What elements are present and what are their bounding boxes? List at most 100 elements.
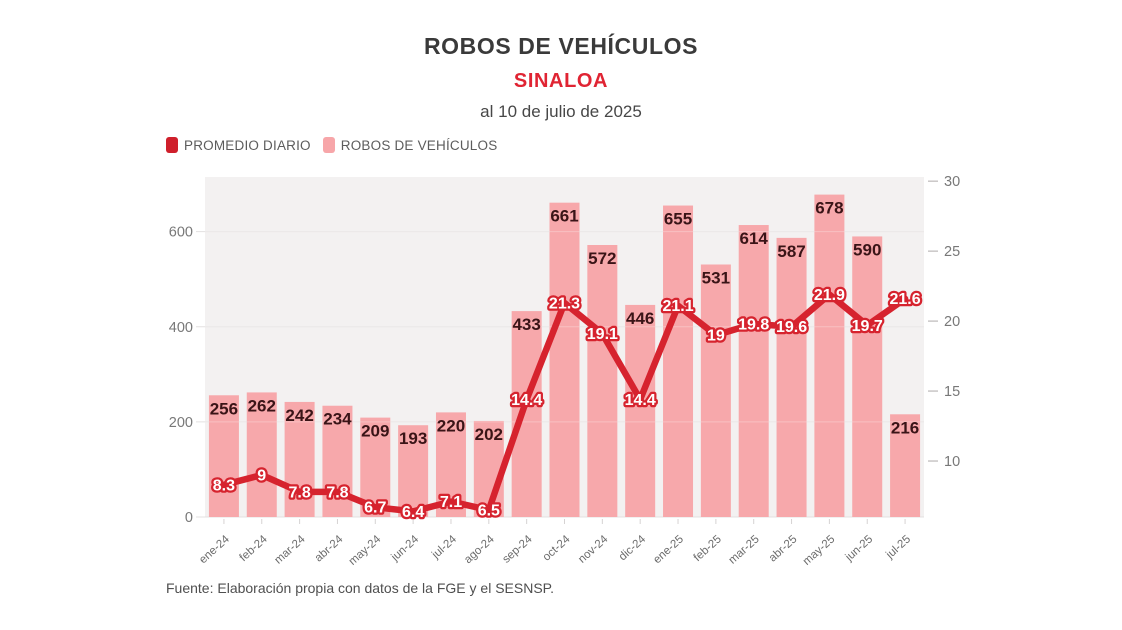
bar-value-label: 216 [891,418,919,437]
source-note: Fuente: Elaboración propia con datos de … [166,580,555,596]
bar [549,202,580,517]
x-axis-tick-label: mar-25 [727,533,762,566]
bar-value-label: 262 [248,396,276,415]
line-value-label: 19.1 [587,326,618,343]
page-title: ROBOS DE VEHÍCULOS [423,33,699,59]
x-axis-tick-label: jun-24 [389,533,422,564]
x-axis-tick-label: feb-24 [238,533,271,564]
bar-value-label: 220 [437,416,465,435]
page-subtitle: SINALOA [513,70,609,92]
bar-value-label: 242 [285,406,313,425]
bar [246,392,277,517]
left-axis-tick-label: 600 [169,225,193,241]
x-axis-tick-label: jul-24 [429,533,459,562]
bar [814,194,845,517]
x-axis-tick-label: mar-24 [273,533,309,567]
bar [625,304,656,517]
x-axis-tick-label: sep-24 [500,533,535,566]
line-value-label: 19.7 [852,318,883,335]
x-axis-labels: ene-24 feb-24 mar-24 abr-24 may-24 jun-24 jul-… [197,519,913,568]
x-axis-tick-label: jun-25 [843,533,876,564]
bar-value-label: 678 [815,199,843,218]
line-value-label: 9 [257,468,266,485]
bar [208,395,239,517]
line-value-label: 7.8 [326,484,348,501]
bar-value-label: 661 [550,207,578,226]
date-note: al 10 de julio de 2025 [480,102,642,121]
bar-value-label: 256 [210,399,238,418]
bar-value-label: 531 [702,268,730,287]
line-value-label: 21.9 [814,287,845,304]
bar-value-label: 590 [853,240,881,259]
line-value-label: 14.4 [625,392,656,409]
right-axis-tick-label: 15 [944,384,960,400]
bar-value-label: 209 [361,422,389,441]
bar [398,425,429,517]
promedio-diario-swatch-icon [166,137,178,153]
bar-value-label: 614 [740,229,769,248]
bar-value-label: 433 [512,315,540,334]
x-axis-tick-label: ago-24 [462,533,497,566]
x-axis-tick-label: ene-25 [651,533,686,566]
line-value-label: 7.8 [288,484,310,501]
right-axis-tick-label: 30 [944,174,960,190]
bar [776,237,807,517]
bar-value-label: 234 [323,410,352,429]
legend-item-robos-de-vehiculos: ROBOS DE VEHÍCULOS [322,137,498,153]
line-value-label: 14.4 [511,392,542,409]
bar-value-label: 193 [399,429,427,448]
bar [587,245,618,517]
left-axis-tick-label: 200 [169,415,193,431]
x-axis-tick-label: dic-24 [617,533,649,563]
line-value-label: 19 [707,328,725,345]
x-axis-tick-label: may-24 [347,533,384,568]
bar-value-label: 587 [777,242,805,261]
line-value-label: 7.1 [440,494,462,511]
bar-value-label: 655 [664,210,692,229]
line-value-label: 21.1 [662,298,693,315]
x-axis-tick-label: jul-25 [883,533,913,561]
x-axis-tick-label: ene-24 [197,533,232,566]
legend-item-promedio-diario: PROMEDIO DIARIO [166,137,311,153]
line-value-label: 8.3 [213,477,235,494]
bar-value-label: 572 [588,249,616,268]
right-axis-tick-label: 25 [944,244,960,260]
x-axis-tick-label: abr-25 [767,533,800,564]
line-value-label: 6.7 [364,500,386,517]
line-value-label: 21.3 [549,295,580,312]
legend-label-robos-de-vehiculos: ROBOS DE VEHÍCULOS [340,137,498,153]
x-axis-tick-label: may-25 [801,533,838,568]
x-axis-tick-label: abr-24 [313,533,346,565]
bar [738,225,769,518]
bar-value-label: 446 [626,309,654,328]
left-axis-tick-label: 400 [169,320,193,336]
x-axis-tick-label: oct-24 [541,533,573,564]
bars-series [208,194,921,518]
line-series [220,291,909,515]
right-axis-tick-label: 10 [944,454,960,470]
legend-label-promedio-diario: PROMEDIO DIARIO [184,137,311,153]
left-axis-tick-label: 0 [185,510,193,526]
robos-de-vehiculos-swatch-icon [322,137,335,153]
bar [284,401,315,517]
chart-header: ROBOS DE VEHÍCULOS SINALOA al 10 de juli… [0,33,1122,122]
bar [852,236,883,518]
bar [511,311,542,517]
line-value-label: 21.6 [890,291,921,308]
bar [663,205,694,517]
chart-legend: PROMEDIO DIARIO ROBOS DE VEHÍCULOS [166,137,497,153]
bar-value-label: 202 [475,425,503,444]
line-value-label: 19.6 [776,319,807,336]
x-axis-tick-label: nov-24 [576,533,611,566]
bar [890,414,921,517]
line-value-label: 6.5 [478,503,500,520]
bar-value-labels: 256 262 242 234 209 193 220 202 433 661 572 446 655 5… [210,199,920,449]
left-axis-labels: 0 200 400 600 [169,225,193,526]
line-value-label: 19.8 [738,316,769,333]
line-value-labels: 8.3 9 7.8 7.8 6.7 6.4 7.1 6.5 14.4 21.3 19.1 14.4 21… [211,285,923,523]
bar [700,264,731,517]
right-axis-tick-label: 20 [944,314,960,330]
line-value-label: 6.4 [402,504,424,521]
